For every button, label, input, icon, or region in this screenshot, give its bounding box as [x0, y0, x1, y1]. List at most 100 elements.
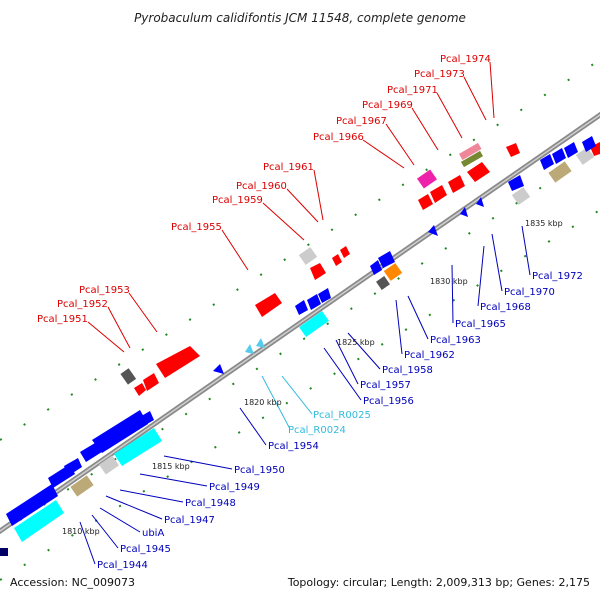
- gene-lightgray-2: [99, 455, 119, 475]
- label-pcal-r0024: Pcal_R0024: [288, 425, 346, 436]
- gene-gray-2: [376, 276, 390, 290]
- gene-blue-5: [552, 148, 566, 164]
- label-pcal-1969: Pcal_1969: [362, 100, 413, 111]
- scale-label-1820: 1820 kbp: [244, 398, 282, 407]
- gene-blue-2: [92, 410, 148, 453]
- label-pcal-1961: Pcal_1961: [263, 162, 314, 173]
- scale-label-1810: 1810 kbp: [62, 527, 100, 536]
- label-pcal-1958: Pcal_1958: [382, 365, 433, 376]
- label-pcal-1956: Pcal_1956: [363, 396, 414, 407]
- rna-gene-labels: Pcal_R0024 Pcal_R0025: [288, 410, 371, 436]
- label-pcal-r0025: Pcal_R0025: [313, 410, 371, 421]
- label-pcal-1944: Pcal_1944: [97, 560, 148, 571]
- gene-navy: [0, 548, 8, 556]
- gene-pcal-1951: [134, 383, 146, 396]
- gene-pcal-1953: [156, 346, 200, 378]
- gene-blue-4: [540, 154, 554, 170]
- scale-label-1815: 1815 kbp: [152, 462, 190, 471]
- gene-pcal-1974: [506, 143, 520, 157]
- label-pcal-1974: Pcal_1974: [440, 54, 491, 65]
- gene-pcal-1961: [340, 246, 350, 258]
- genome-summary-text: Topology: circular; Length: 2,009,313 bp…: [287, 576, 590, 589]
- label-pcal-1972: Pcal_1972: [532, 271, 583, 282]
- gene-blue-6: [564, 142, 578, 158]
- gene-pcal-1960: [332, 254, 342, 266]
- gene-pcal-1969: [448, 175, 465, 193]
- label-pcal-1959: Pcal_1959: [212, 195, 263, 206]
- label-pcal-1966: Pcal_1966: [313, 132, 364, 143]
- label-pcal-1955: Pcal_1955: [171, 222, 222, 233]
- gene-pcal-1945: [14, 500, 64, 542]
- gene-cyan-2: [114, 428, 162, 466]
- label-pcal-1967: Pcal_1967: [336, 116, 387, 127]
- label-ubiA: ubiA: [142, 528, 164, 539]
- label-pcal-1953: Pcal_1953: [79, 285, 130, 296]
- label-pcal-1950: Pcal_1950: [234, 465, 285, 476]
- label-pcal-1952: Pcal_1952: [57, 299, 108, 310]
- rna-leaders: [261, 375, 313, 430]
- gene-magenta: [417, 169, 437, 189]
- forward-leaders: [87, 61, 495, 353]
- scale-label-1830: 1830 kbp: [430, 277, 468, 286]
- gene-pcal-1966: [418, 194, 433, 210]
- gene-blue-3: [138, 411, 154, 427]
- label-pcal-1947: Pcal_1947: [164, 515, 215, 526]
- gene-pcal-1958: [318, 288, 331, 303]
- gene-lightgray-4: [575, 147, 595, 165]
- forward-features: [120, 142, 600, 396]
- reverse-gene-labels: Pcal_1944 Pcal_1945 ubiA Pcal_1947 Pcal_…: [97, 271, 583, 571]
- gene-pink: [458, 142, 482, 160]
- gene-pcal-1956: [295, 300, 308, 315]
- gene-pcal-1971: [467, 162, 490, 182]
- scale-label-1835: 1835 kbp: [525, 219, 563, 228]
- gene-pcal-1962: [370, 260, 382, 275]
- label-pcal-1973: Pcal_1973: [414, 69, 465, 80]
- gene-pcal-1957: [307, 294, 321, 310]
- gene-pcal-1955: [255, 293, 282, 317]
- gene-fwd-edge: [590, 142, 600, 156]
- rna-r0025: [256, 338, 265, 348]
- gene-blue-7: [582, 136, 596, 152]
- map-title: Pyrobaculum calidifontis JCM 11548, comp…: [134, 11, 466, 25]
- label-pcal-1962: Pcal_1962: [404, 350, 455, 361]
- reverse-leaders: [79, 225, 531, 565]
- gene-pcal-1959: [310, 263, 326, 280]
- forward-gene-labels: Pcal_1951 Pcal_1952 Pcal_1953 Pcal_1955 …: [37, 54, 491, 325]
- gene-pcal-1952: [143, 373, 159, 391]
- label-pcal-1949: Pcal_1949: [209, 482, 260, 493]
- label-pcal-1957: Pcal_1957: [360, 380, 411, 391]
- gene-olive: [460, 150, 484, 168]
- gene-pcal-1968: [460, 207, 468, 217]
- label-pcal-1971: Pcal_1971: [387, 85, 438, 96]
- rna-r0024: [245, 344, 254, 354]
- gene-pcal-1963: [378, 251, 395, 268]
- reverse-features: [0, 136, 596, 556]
- gene-pcal-1967: [430, 185, 447, 203]
- gene-pcal-1970: [476, 197, 484, 207]
- accession-text: Accession: NC_009073: [10, 576, 135, 589]
- gene-orange: [383, 263, 403, 281]
- label-pcal-1951: Pcal_1951: [37, 314, 88, 325]
- label-pcal-1945: Pcal_1945: [120, 544, 171, 555]
- gene-gray-1: [120, 368, 137, 385]
- gene-cyan-3: [299, 311, 329, 337]
- label-pcal-1960: Pcal_1960: [236, 181, 287, 192]
- gene-tan: [548, 161, 572, 183]
- gene-lightgray-1: [298, 247, 318, 265]
- genome-backbone: [0, 111, 600, 535]
- gene-pcal-1944: [6, 484, 58, 526]
- gene-ubiA: [70, 475, 94, 497]
- gene-pcal-1954: [213, 364, 224, 374]
- gene-pcal-1972: [508, 175, 524, 191]
- scale-label-1825: 1825 kbp: [337, 338, 375, 347]
- gene-pcal-1948: [64, 458, 82, 476]
- label-pcal-1954: Pcal_1954: [268, 441, 319, 452]
- label-pcal-1948: Pcal_1948: [185, 498, 236, 509]
- label-pcal-1963: Pcal_1963: [430, 335, 481, 346]
- gene-pcal-1965: [428, 225, 438, 236]
- label-pcal-1965: Pcal_1965: [455, 319, 506, 330]
- label-pcal-1968: Pcal_1968: [480, 302, 531, 313]
- gene-lightgray-3: [511, 187, 531, 205]
- label-pcal-1970: Pcal_1970: [504, 287, 555, 298]
